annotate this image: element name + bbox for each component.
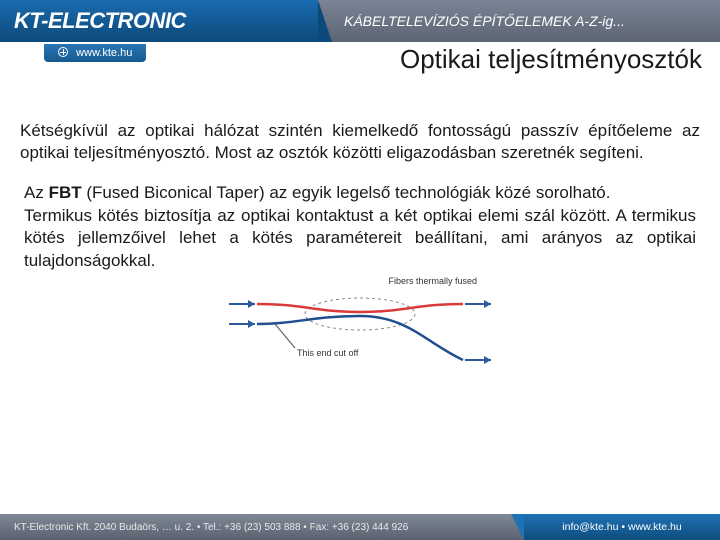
url-tab[interactable]: www.kte.hu <box>44 44 146 62</box>
header-logo-block: KT-ELECTRONIC <box>0 0 318 42</box>
footer-left: KT-Electronic Kft. 2040 Budaörs, … u. 2.… <box>0 514 524 540</box>
url-text: www.kte.hu <box>76 47 132 59</box>
content-area: Kétségkívül az optikai hálózat szintén k… <box>0 72 720 368</box>
subheader: www.kte.hu Optikai teljesítményosztók <box>0 42 720 72</box>
footer-bar: KT-Electronic Kft. 2040 Budaörs, … u. 2.… <box>0 514 720 540</box>
footer-links: info@kte.hu • www.kte.hu <box>562 521 681 533</box>
page-title: Optikai teljesítményosztók <box>400 44 702 75</box>
footer-contact: KT-Electronic Kft. 2040 Budaörs, … u. 2.… <box>14 522 408 533</box>
footer-right: info@kte.hu • www.kte.hu <box>524 514 720 540</box>
fbt-abbrev: FBT <box>49 183 82 202</box>
fbt-paragraph: Az FBT (Fused Biconical Taper) az egyik … <box>20 182 700 272</box>
fbt-diagram: Fibers thermally fused This end cut off <box>215 276 505 368</box>
header-bar: KT-ELECTRONIC KÁBELTELEVÍZIÓS ÉPÍTŐELEME… <box>0 0 720 42</box>
diagram-label-fused: Fibers thermally fused <box>388 276 477 286</box>
p2-body: Termikus kötés biztosítja az optikai kon… <box>24 206 696 270</box>
intro-paragraph: Kétségkívül az optikai hálózat szintén k… <box>20 120 700 164</box>
logo-text: KT-ELECTRONIC <box>14 8 186 34</box>
p2-post: (Fused Biconical Taper) az egyik legelső… <box>82 183 611 202</box>
diagram-label-cut: This end cut off <box>297 348 358 358</box>
header-tagline-block: KÁBELTELEVÍZIÓS ÉPÍTŐELEMEK A-Z-ig... <box>318 0 720 42</box>
fbt-svg <box>215 276 505 368</box>
header-tagline: KÁBELTELEVÍZIÓS ÉPÍTŐELEMEK A-Z-ig... <box>344 13 625 29</box>
p2-pre: Az <box>24 183 49 202</box>
